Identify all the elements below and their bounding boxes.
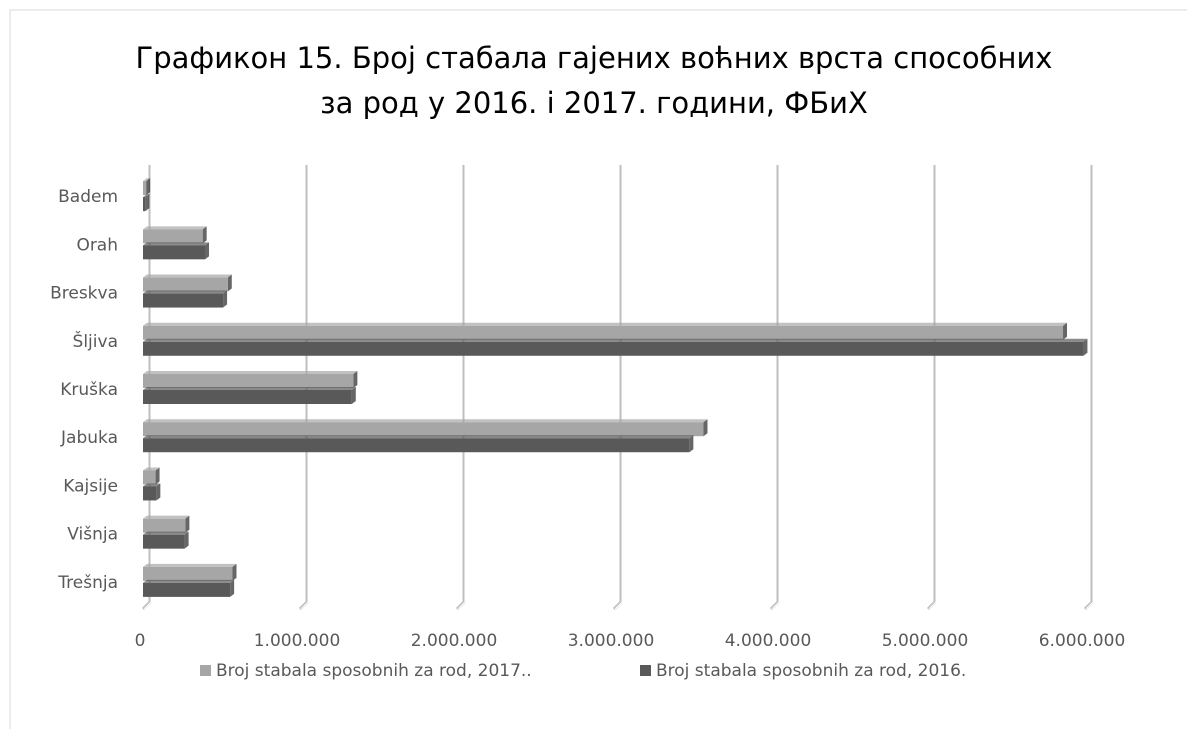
grid-line [1083, 165, 1094, 611]
grid-line [298, 165, 309, 611]
bar-side [1063, 322, 1068, 340]
bar-top [143, 242, 210, 246]
x-tick-label: 4.000.000 [725, 631, 812, 651]
y-tick-label: Višnja [67, 525, 118, 545]
bar-side [184, 531, 189, 549]
chart-title: Графикон 15. Број стабала гајених воћних… [136, 41, 1053, 75]
x-tick-label: 5.000.000 [882, 631, 969, 651]
grid-line [143, 165, 152, 610]
bar [143, 325, 1064, 340]
bar-side [202, 226, 207, 244]
bar-side [227, 274, 232, 292]
bar-top [143, 435, 694, 439]
y-tick-label: Kajsije [63, 476, 118, 496]
y-tick-label: Badem [58, 187, 118, 207]
x-tick-label: 1.000.000 [254, 631, 341, 651]
x-tick-label: 3.000.000 [568, 631, 655, 651]
bar-top [143, 338, 1088, 342]
bar [143, 422, 704, 437]
bar-side [146, 178, 151, 196]
bar-side [156, 483, 161, 501]
bar [143, 374, 354, 388]
bar-top [143, 178, 151, 182]
bar [143, 566, 233, 581]
y-tick-label: Šljiva [73, 330, 118, 352]
bar [143, 470, 156, 485]
bar [143, 245, 206, 260]
grid-line [612, 165, 623, 611]
chart-title: за род у 2016. і 2017. години, ФБиХ [320, 86, 868, 120]
bar-side [155, 467, 160, 485]
bar-top [143, 290, 228, 294]
bar-top [143, 563, 237, 567]
bar-side [351, 387, 356, 404]
bar-side [703, 419, 708, 437]
legend-label: Broj stabala sposobnih za rod, 2017.. [216, 661, 532, 681]
grid-line [300, 165, 309, 610]
bar-top [143, 515, 190, 519]
bar-top [143, 483, 161, 487]
bar-side [185, 515, 190, 533]
grid-line [926, 165, 937, 611]
bar-top [143, 531, 189, 535]
bar-top [143, 322, 1068, 326]
y-tick-label: Jabuka [60, 428, 118, 448]
bar-top [143, 467, 160, 471]
y-tick-label: Orah [76, 235, 118, 255]
bar-top [143, 194, 150, 198]
bar [143, 277, 228, 292]
bar-side [223, 290, 228, 308]
x-tick-label: 6.000.000 [1039, 631, 1126, 651]
grid-line [928, 165, 937, 610]
bar-top [143, 274, 232, 278]
grid-line [457, 165, 466, 610]
bar [143, 582, 231, 597]
legend-label: Broj stabala sposobnih za rod, 2016. [656, 661, 966, 681]
grid-line [769, 165, 780, 611]
bar-top [143, 226, 207, 230]
legend-swatch [200, 665, 211, 676]
bar-top [143, 371, 358, 374]
bar-side [1083, 338, 1088, 356]
bar [143, 438, 690, 453]
bar [143, 197, 146, 212]
x-tick-label: 2.000.000 [411, 631, 498, 651]
grid-line [614, 165, 623, 610]
bar-top [143, 419, 708, 423]
bar [143, 341, 1084, 356]
grid-line [771, 165, 780, 610]
bar-top [143, 579, 235, 583]
bar [143, 390, 352, 404]
grid-line [455, 165, 466, 611]
bar-side [353, 371, 358, 388]
bar [143, 181, 147, 196]
bar [143, 486, 157, 501]
bar-side [145, 194, 150, 212]
legend-swatch [640, 665, 651, 676]
bar-side [689, 435, 694, 453]
y-tick-label: Breskva [50, 284, 118, 304]
y-tick-label: Trešnja [57, 573, 118, 593]
grid-line [1085, 165, 1094, 610]
bar-side [230, 579, 235, 597]
bar [143, 534, 185, 549]
bar [143, 229, 203, 244]
bar-side [205, 242, 210, 260]
grid-line [141, 165, 152, 611]
x-tick-label: 0 [135, 631, 146, 651]
y-tick-label: Kruška [60, 380, 118, 400]
bar [143, 293, 224, 308]
bar-side [232, 563, 237, 581]
bar-top [143, 387, 356, 390]
bar [143, 518, 186, 533]
chart-frame [9, 9, 1187, 729]
